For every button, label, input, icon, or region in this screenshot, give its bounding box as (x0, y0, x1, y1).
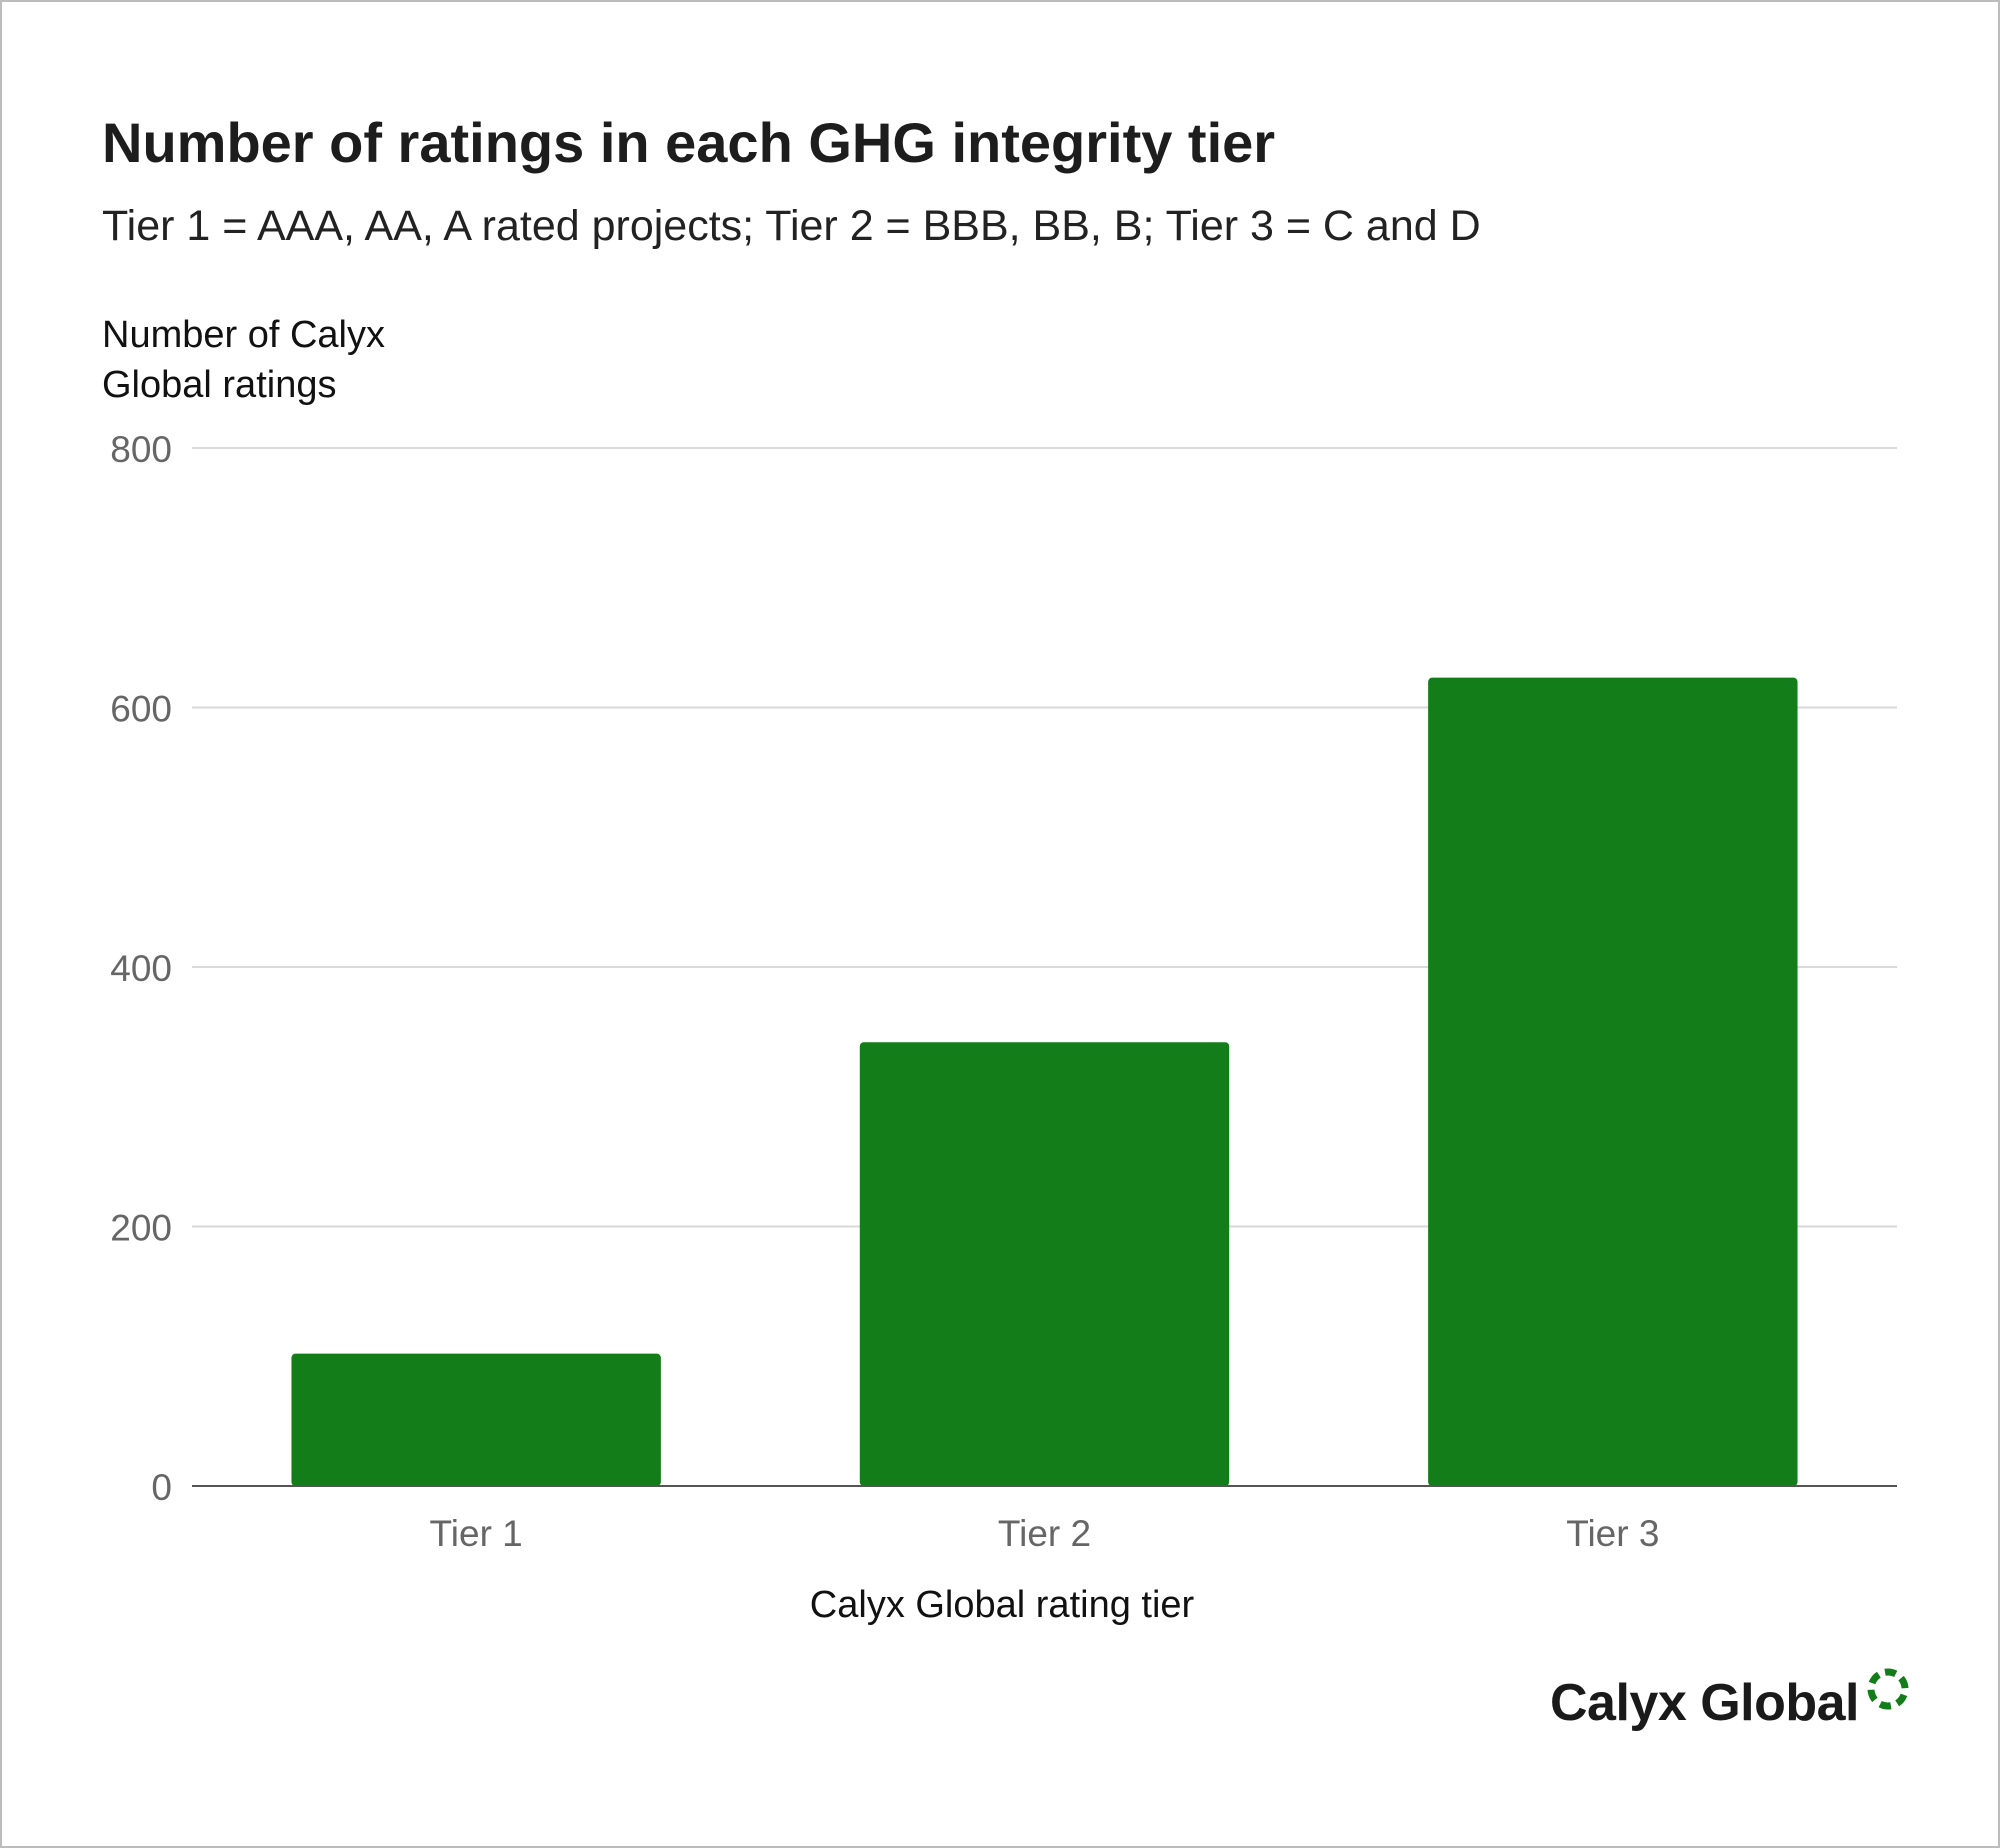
chart-title: Number of ratings in each GHG integrity … (102, 111, 1276, 174)
x-axis-label: Calyx Global rating tier (809, 1584, 1195, 1626)
y-tick-label: 400 (110, 948, 172, 989)
logo-text: Calyx Global (1550, 1674, 1860, 1732)
dashed-ring-icon (1865, 1666, 1911, 1717)
bar (291, 1353, 661, 1486)
y-axis-label-line-1: Number of Calyx (102, 314, 385, 356)
chart-subtitle: Tier 1 = AAA, AA, A rated projects; Tier… (102, 202, 1481, 250)
y-axis-label: Number of Calyx Global ratings (102, 310, 385, 410)
y-axis-label-line-2: Global ratings (102, 364, 337, 406)
bar (1428, 677, 1798, 1486)
y-tick-label: 200 (110, 1208, 172, 1249)
bar (859, 1042, 1230, 1486)
brand-logo: Calyx Global (1550, 1668, 1911, 1736)
x-tick-label: Tier 3 (1566, 1513, 1659, 1554)
y-tick-label: 0 (151, 1467, 172, 1508)
x-tick-label: Tier 2 (998, 1513, 1091, 1554)
x-tick-label: Tier 1 (430, 1513, 523, 1554)
y-tick-label: 600 (110, 689, 172, 730)
y-tick-label: 800 (110, 429, 172, 470)
